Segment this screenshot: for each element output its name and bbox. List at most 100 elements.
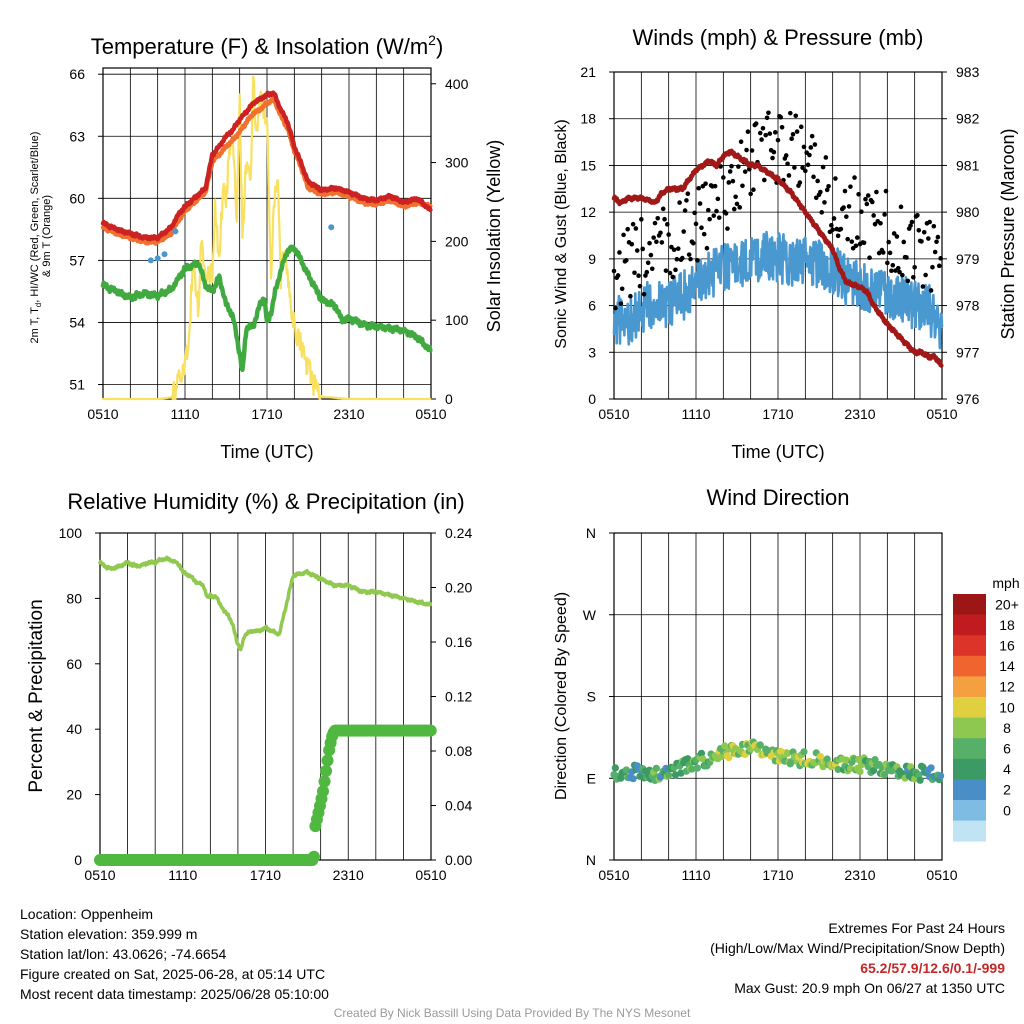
gust-point — [932, 249, 938, 255]
wind-ytick-label: 21 — [580, 64, 596, 80]
gust-point — [934, 239, 939, 245]
temperature-ytick-label: 54 — [69, 314, 85, 330]
gust-point — [898, 204, 904, 210]
gust-point — [788, 110, 793, 116]
wind-ylabel: Sonic Wind & Gust (Blue, Black) — [553, 119, 570, 348]
direction-point — [846, 764, 855, 773]
gust-point — [707, 216, 712, 222]
wind-ytick-label: 15 — [580, 157, 596, 173]
gust-point — [800, 165, 805, 171]
gust-point — [880, 250, 886, 255]
gust-point — [845, 236, 850, 242]
wind-y2tick-label: 977 — [956, 344, 980, 360]
direction-point — [629, 775, 637, 783]
gust-point — [736, 164, 741, 169]
direction-ytick-label: E — [587, 770, 596, 786]
gust-point — [779, 125, 785, 130]
gust-point — [876, 250, 882, 256]
humidity-ytick-label: 20 — [66, 787, 82, 803]
gust-point — [675, 246, 681, 251]
gust-point — [889, 268, 894, 274]
gust-point — [887, 250, 893, 256]
wind-y2tick-label: 982 — [956, 111, 980, 127]
wind-y2tick-label: 983 — [956, 64, 980, 80]
humidity-y2tick-label: 0.20 — [445, 580, 472, 596]
direction-point — [819, 763, 827, 771]
gust-point — [748, 191, 753, 197]
temperature-ytick-label: 51 — [69, 377, 85, 393]
gust-point — [874, 189, 879, 195]
wind-speed-line — [612, 230, 944, 350]
gust-point — [671, 247, 677, 253]
gust-point — [824, 187, 830, 193]
gust-point — [826, 183, 831, 189]
direction-point — [725, 754, 733, 762]
pressure-line — [611, 148, 944, 368]
humidity-line — [98, 555, 433, 652]
direction-point — [665, 771, 673, 779]
gust-point — [833, 176, 838, 181]
direction-point — [652, 764, 660, 772]
temperature-ylabel: 2m T, Td, HI/WC (Red, Green, Scarlet/Blu… — [29, 129, 53, 344]
gust-point — [901, 239, 907, 245]
elevation-text: Station elevation: 359.999 m — [20, 926, 198, 942]
direction-point — [816, 752, 824, 761]
legend-swatch — [953, 594, 986, 615]
temperature-ytick-label: 60 — [69, 190, 85, 206]
gust-point — [793, 113, 799, 119]
humidity-y2tick-label: 0.08 — [445, 743, 472, 759]
gust-point — [624, 257, 629, 263]
gust-point — [699, 225, 704, 231]
gust-point — [763, 132, 768, 138]
temperature-y2label: Solar Insolation (Yellow) — [484, 140, 504, 332]
humidity-xtick-label: 1710 — [250, 867, 281, 883]
gust-point — [808, 145, 814, 150]
legend-swatch — [953, 676, 986, 698]
gust-point — [811, 174, 816, 180]
gust-point — [909, 219, 915, 225]
direction-point — [927, 764, 935, 772]
gust-point — [692, 210, 697, 216]
temperature-xtick-label: 1110 — [170, 406, 199, 422]
gust-point — [863, 196, 868, 202]
direction-point — [622, 766, 630, 774]
gust-point — [701, 231, 707, 237]
gust-point — [753, 121, 759, 126]
wind-ytick-label: 6 — [588, 298, 596, 314]
precip-point — [317, 785, 330, 798]
temperature-ytick-label: 63 — [69, 128, 85, 144]
gust-point — [649, 266, 655, 272]
direction-point — [677, 769, 685, 777]
gust-point — [633, 226, 639, 231]
direction-panel: Wind Direction Direction (Colored By Spe… — [553, 485, 958, 883]
direction-point — [834, 765, 842, 774]
gust-point — [856, 191, 861, 197]
gust-point — [789, 136, 794, 142]
humidity-ytick-label: 0 — [74, 852, 82, 868]
legend-label: 10 — [999, 699, 1015, 715]
gust-point — [674, 256, 680, 262]
heat-index-point — [154, 255, 161, 262]
gust-point — [677, 200, 682, 205]
direction-point — [842, 756, 850, 764]
humidity-xtick-label: 0510 — [84, 867, 115, 883]
heat-index-point — [147, 257, 154, 264]
gust-point — [829, 223, 834, 228]
gust-point — [838, 226, 844, 232]
temperature-xtick-label: 0510 — [87, 406, 118, 422]
gust-point — [912, 264, 917, 270]
gust-point — [846, 204, 852, 209]
gust-point — [931, 223, 937, 229]
wind-y2tick-label: 978 — [956, 298, 980, 314]
gust-point — [711, 213, 717, 218]
gust-point — [815, 178, 820, 184]
gust-point — [697, 201, 703, 206]
legend-label: 14 — [999, 658, 1015, 674]
wind-panel: Winds (mph) & Pressure (mb) Time (UTC) S… — [553, 25, 1018, 462]
gust-point — [767, 131, 773, 136]
gust-point — [660, 206, 666, 212]
gust-point — [629, 241, 635, 247]
gust-point — [785, 161, 790, 167]
gust-point — [686, 252, 692, 257]
